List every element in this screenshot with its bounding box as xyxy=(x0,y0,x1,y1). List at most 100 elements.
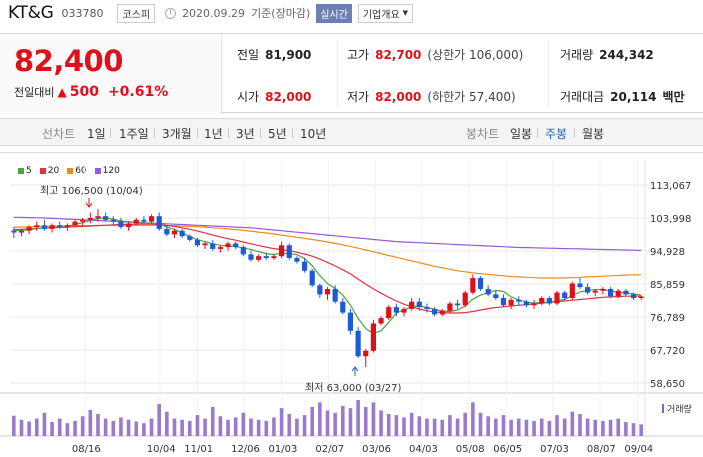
volume-bar xyxy=(516,418,521,436)
candle-body xyxy=(432,308,438,315)
x-tick-label: 04/03 xyxy=(409,444,438,455)
candle-body xyxy=(577,283,583,288)
open-value: 82,000 xyxy=(265,89,312,104)
volume-bar xyxy=(402,417,406,436)
price-box: 82,400 전일대비 ▲ 500 +0.61% xyxy=(0,34,222,114)
tab-monthly[interactable]: 월봉 xyxy=(582,127,605,141)
realtime-button[interactable]: 실시간 xyxy=(316,3,352,23)
tab-3y[interactable]: 3년 xyxy=(236,127,255,141)
volume-bar xyxy=(624,422,628,436)
swatch xyxy=(18,168,24,174)
clock-icon xyxy=(165,7,177,19)
candle-body xyxy=(278,245,285,257)
volume-bar xyxy=(532,420,536,436)
legend-ma60: 60 xyxy=(67,166,87,176)
low-arrow-icon xyxy=(351,366,359,376)
candle-body xyxy=(57,225,63,228)
candle-body xyxy=(202,243,208,246)
high-arrow-icon xyxy=(85,198,93,208)
volume-bar xyxy=(210,406,215,436)
candle-body xyxy=(217,247,223,249)
prev-close-cell: 전일 81,900 xyxy=(237,46,311,63)
legend-ma5-label: 5 xyxy=(26,166,32,176)
candle-body xyxy=(638,296,644,299)
candle-body xyxy=(539,298,545,304)
open-cell: 시가 82,000 xyxy=(237,88,311,105)
candle-body xyxy=(179,230,185,237)
turnover-cell: 거래대금 20,114 백만 xyxy=(560,88,685,105)
candle-body xyxy=(462,292,468,306)
candle-body xyxy=(34,225,40,228)
candle-body xyxy=(301,261,308,271)
chevron-down-icon: ▼ xyxy=(402,9,409,17)
x-tick-label: 11/01 xyxy=(184,444,213,455)
candle-body xyxy=(118,221,124,228)
divider xyxy=(537,128,538,138)
tab-1d[interactable]: 1일 xyxy=(87,127,106,141)
volume-bar xyxy=(172,418,177,436)
volume-bar xyxy=(578,413,582,436)
volume-legend-swatch xyxy=(662,404,664,413)
volume-bar xyxy=(256,419,261,436)
y-tick-label: 85,859 xyxy=(650,280,685,291)
price-change: 전일대비 ▲ 500 +0.61% xyxy=(14,84,168,100)
tab-3m[interactable]: 3개월 xyxy=(162,127,192,141)
volume-bar xyxy=(570,411,575,436)
candle-body xyxy=(95,216,101,218)
volume-bar xyxy=(65,423,70,436)
tab-daily[interactable]: 일봉 xyxy=(510,127,533,141)
volume-bar xyxy=(448,415,452,436)
tab-10y[interactable]: 10년 xyxy=(300,127,327,141)
legend-ma60-label: 60 xyxy=(75,166,87,176)
candle-body xyxy=(516,299,522,302)
volume-bar xyxy=(371,402,376,436)
volume-bar xyxy=(593,419,598,436)
candle-body xyxy=(141,219,147,222)
y-tick-label: 113,067 xyxy=(650,181,691,192)
candle-body xyxy=(11,230,17,233)
x-tick-label: 08/16 xyxy=(72,444,101,455)
volume-bar xyxy=(57,418,62,436)
candle-body xyxy=(233,243,239,248)
company-overview-dropdown[interactable]: 기업개요 ▼ xyxy=(357,3,414,23)
divider xyxy=(154,128,155,138)
candle-body xyxy=(401,308,407,313)
x-tick-label: 06/05 xyxy=(493,444,522,455)
tab-weekly[interactable]: 주봉 xyxy=(545,127,568,141)
tab-5y[interactable]: 5년 xyxy=(268,127,287,141)
candle-chart-label: 봉차트 xyxy=(466,127,500,141)
candle-body xyxy=(439,310,445,315)
volume-bar xyxy=(386,413,391,436)
volume-bar xyxy=(455,418,460,436)
tab-1y[interactable]: 1년 xyxy=(204,127,223,141)
volume-bar xyxy=(463,412,468,436)
candle-body xyxy=(41,225,48,229)
volume-bar xyxy=(394,415,399,436)
candle-body xyxy=(332,288,338,302)
volume-bar xyxy=(73,420,77,436)
divider xyxy=(548,40,549,108)
candle-body xyxy=(370,323,377,351)
prev-close-label: 전일 xyxy=(237,48,260,62)
candle-body xyxy=(263,256,269,259)
change-amount: 500 xyxy=(69,84,99,100)
low-value: 82,000 xyxy=(375,89,422,104)
volume-bar xyxy=(249,418,253,436)
candle-body xyxy=(523,301,530,306)
y-tick-label: 58,650 xyxy=(650,379,685,390)
volume-bar xyxy=(356,400,360,436)
candle-body xyxy=(294,258,300,262)
volume-bar xyxy=(19,419,24,436)
chart-top-border xyxy=(0,152,703,153)
volume-bar xyxy=(333,412,337,436)
volume-bar xyxy=(310,406,314,436)
volume-bar xyxy=(471,402,475,436)
volume-bar xyxy=(639,424,643,436)
volume-bar xyxy=(555,415,559,436)
candle-body xyxy=(531,303,537,306)
x-tick-label: 02/07 xyxy=(315,444,344,455)
x-tick-label: 08/07 xyxy=(587,444,616,455)
line-chart-label: 선차트 xyxy=(42,127,76,141)
tab-1w[interactable]: 1주일 xyxy=(119,127,149,141)
